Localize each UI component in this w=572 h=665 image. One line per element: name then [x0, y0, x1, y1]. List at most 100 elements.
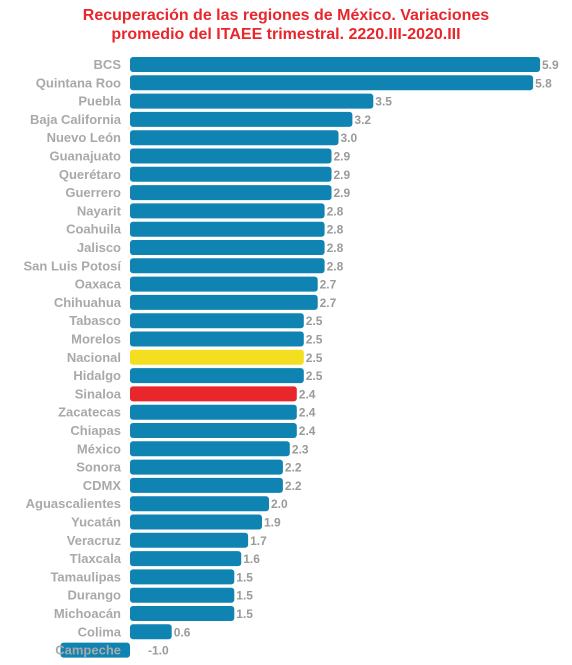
value-label-sonora: 2.2	[285, 461, 302, 475]
value-label-tabasco: 2.5	[306, 314, 323, 328]
value-label-puebla: 3.5	[375, 95, 392, 109]
category-label-puebla: Puebla	[78, 94, 121, 109]
value-label-sinaloa: 2.4	[299, 387, 316, 401]
bar-jalisco	[130, 240, 325, 255]
category-label-tamaulipas: Tamaulipas	[50, 569, 121, 584]
bar-zacatecas	[130, 404, 297, 420]
bar-oaxaca	[130, 276, 318, 292]
category-label-veracruz: Veracruz	[67, 533, 122, 548]
category-label-tabasco: Tabasco	[69, 313, 121, 328]
bar-nayarit	[130, 203, 325, 219]
category-label-hidalgo: Hidalgo	[73, 368, 121, 383]
value-label-colima: 0.6	[174, 625, 191, 639]
chart-title-line-2: promedio del ITAEE trimestral. 2220.III-…	[111, 26, 461, 43]
category-label-aguascalientes: Aguascalientes	[26, 496, 121, 511]
category-label-chihuahua: Chihuahua	[54, 295, 122, 310]
value-label-baja-california: 3.2	[354, 113, 371, 127]
bar-cdmx	[130, 477, 283, 493]
value-label-san-luis-potosi: 2.8	[327, 259, 344, 273]
category-label-guanajuato: Guanajuato	[49, 149, 121, 164]
value-label-nacional: 2.5	[306, 351, 323, 365]
value-label-guerrero: 2.9	[334, 186, 351, 200]
category-label-yucatan: Yucatán	[71, 515, 121, 530]
category-label-campeche: Campeche	[55, 643, 121, 658]
bar-aguascalientes	[130, 496, 269, 512]
bar-chiapas	[130, 423, 297, 438]
value-label-jalisco: 2.8	[327, 241, 344, 255]
value-label-queretaro: 2.9	[334, 168, 351, 182]
value-label-campeche: -1.0	[148, 644, 169, 658]
category-label-oaxaca: Oaxaca	[75, 277, 122, 292]
bar-sinaloa	[130, 386, 297, 402]
category-label-chiapas: Chiapas	[70, 423, 121, 438]
category-label-bcs: BCS	[94, 57, 122, 72]
bar-tlaxcala	[130, 551, 242, 567]
bar-coahuila	[130, 221, 325, 237]
bar-baja-california	[130, 111, 353, 127]
bar-chihuahua	[130, 294, 318, 310]
value-label-oaxaca: 2.7	[320, 278, 337, 292]
value-label-quintana-roo: 5.8	[535, 76, 552, 90]
bar-tamaulipas	[130, 569, 235, 585]
value-label-morelos: 2.5	[306, 333, 323, 347]
bar-guanajuato	[130, 148, 332, 164]
category-label-coahuila: Coahuila	[66, 222, 122, 237]
category-label-jalisco: Jalisco	[77, 240, 121, 255]
value-label-hidalgo: 2.5	[306, 369, 323, 383]
bar-bcs	[130, 57, 541, 72]
value-label-aguascalientes: 2.0	[271, 497, 288, 511]
value-label-coahuila: 2.8	[327, 223, 344, 237]
bar-nacional	[130, 349, 304, 365]
value-label-zacatecas: 2.4	[299, 406, 316, 420]
bar-guerrero	[130, 185, 332, 201]
category-label-zacatecas: Zacatecas	[58, 405, 121, 420]
bar-tabasco	[130, 313, 304, 329]
value-label-veracruz: 1.7	[250, 534, 267, 548]
category-label-quintana-roo: Quintana Roo	[36, 75, 121, 90]
value-label-cdmx: 2.2	[285, 479, 302, 493]
category-label-san-luis-potosi: San Luis Potosí	[23, 258, 121, 273]
chart-title-line-1: Recuperación de las regiones de México. …	[82, 7, 490, 24]
bar-quintana-roo	[130, 75, 534, 91]
bar-nuevo-leon	[130, 130, 339, 146]
bar-mexico	[130, 441, 290, 457]
value-label-tlaxcala: 1.6	[243, 552, 260, 566]
value-label-chiapas: 2.4	[299, 424, 316, 438]
category-label-durango: Durango	[68, 588, 122, 603]
bar-veracruz	[130, 532, 249, 548]
bar-hidalgo	[130, 368, 304, 384]
value-label-guanajuato: 2.9	[334, 150, 351, 164]
value-label-michoacan: 1.5	[236, 607, 253, 621]
category-label-cdmx: CDMX	[83, 478, 122, 493]
category-label-morelos: Morelos	[71, 332, 121, 347]
value-label-tamaulipas: 1.5	[236, 570, 253, 584]
category-label-baja-california: Baja California	[30, 112, 122, 127]
bar-san-luis-potosi	[130, 258, 325, 274]
value-label-durango: 1.5	[236, 589, 253, 603]
category-label-queretaro: Querétaro	[59, 167, 121, 182]
category-label-guerrero: Guerrero	[65, 185, 121, 200]
bar-michoacan	[130, 606, 235, 621]
bar-sonora	[130, 459, 283, 475]
category-label-nacional: Nacional	[67, 350, 121, 365]
value-label-bcs: 5.9	[542, 58, 559, 72]
value-label-chihuahua: 2.7	[320, 296, 337, 310]
value-label-nuevo-leon: 3.0	[341, 131, 358, 145]
bar-yucatan	[130, 514, 262, 530]
bar-morelos	[130, 331, 304, 347]
value-label-yucatan: 1.9	[264, 516, 281, 530]
category-label-nayarit: Nayarit	[77, 203, 122, 218]
bar-durango	[130, 587, 235, 603]
category-label-michoacan: Michoacán	[54, 606, 121, 621]
bar-colima	[130, 624, 172, 640]
category-label-tlaxcala: Tlaxcala	[70, 551, 122, 566]
bar-puebla	[130, 93, 374, 109]
value-label-mexico: 2.3	[292, 442, 309, 456]
category-label-nuevo-leon: Nuevo León	[47, 130, 121, 145]
value-label-nayarit: 2.8	[327, 204, 344, 218]
category-label-sinaloa: Sinaloa	[75, 386, 122, 401]
category-label-colima: Colima	[78, 624, 122, 639]
bar-campeche	[60, 642, 130, 658]
